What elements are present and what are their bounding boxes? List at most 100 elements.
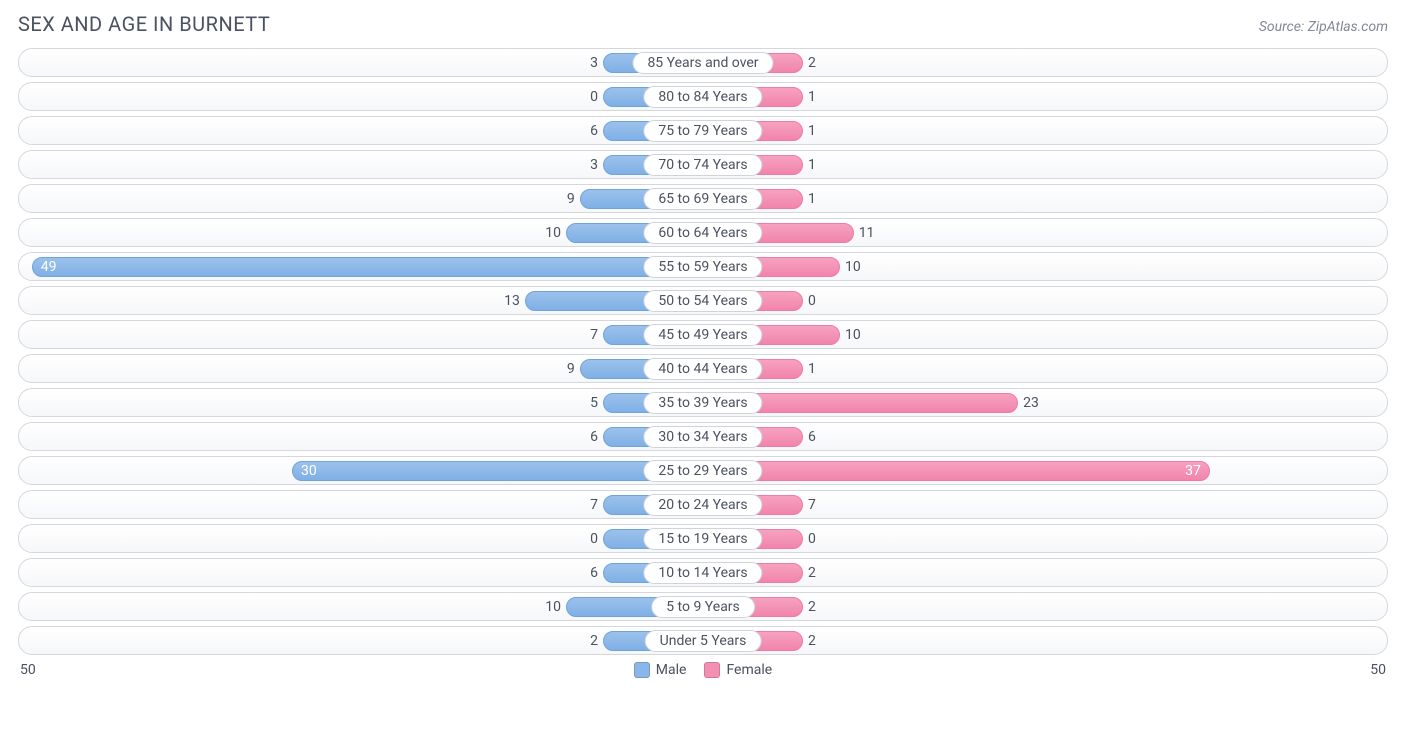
male-bar: 49 — [32, 257, 703, 277]
male-value: 6 — [590, 429, 598, 445]
male-value: 10 — [545, 225, 561, 241]
population-pyramid-chart: 3285 Years and over0180 to 84 Years6175 … — [18, 48, 1388, 655]
male-half: 49 — [19, 253, 703, 280]
female-value: 10 — [845, 327, 861, 343]
male-half: 6 — [19, 559, 703, 586]
male-value: 49 — [41, 259, 57, 275]
male-value: 7 — [590, 497, 598, 513]
male-half: 10 — [19, 593, 703, 620]
male-half: 0 — [19, 83, 703, 110]
chart-header: SEX AND AGE IN BURNETT Source: ZipAtlas.… — [18, 12, 1388, 36]
pyramid-row: 6 2 10 to 14 Years — [18, 558, 1388, 587]
female-value: 0 — [808, 293, 816, 309]
female-value: 23 — [1023, 395, 1039, 411]
female-half: 1 — [703, 355, 1387, 382]
female-value: 1 — [808, 89, 816, 105]
age-category-label: 20 to 24 Years — [643, 494, 762, 516]
male-value: 6 — [590, 123, 598, 139]
male-value: 9 — [567, 361, 575, 377]
female-value: 11 — [859, 225, 875, 241]
age-category-label: 10 to 14 Years — [643, 562, 762, 584]
pyramid-row: 7 7 20 to 24 Years — [18, 490, 1388, 519]
female-value: 7 — [808, 497, 816, 513]
female-swatch — [704, 662, 720, 678]
female-half: 2 — [703, 627, 1387, 654]
male-value: 6 — [590, 565, 598, 581]
female-half: 6 — [703, 423, 1387, 450]
female-value: 0 — [808, 531, 816, 547]
age-category-label: 15 to 19 Years — [643, 528, 762, 550]
male-half: 7 — [19, 491, 703, 518]
pyramid-row: 0 1 80 to 84 Years — [18, 82, 1388, 111]
age-category-label: 30 to 34 Years — [643, 426, 762, 448]
female-value: 1 — [808, 361, 816, 377]
male-value: 0 — [590, 89, 598, 105]
chart-source: Source: ZipAtlas.com — [1259, 19, 1388, 35]
male-swatch — [634, 662, 650, 678]
female-half: 10 — [703, 321, 1387, 348]
female-half: 2 — [703, 593, 1387, 620]
axis-max-left: 50 — [20, 662, 36, 678]
male-half: 6 — [19, 423, 703, 450]
pyramid-row: 3170 to 74 Years — [18, 150, 1388, 179]
female-half: 7 — [703, 491, 1387, 518]
female-bar: 37 — [703, 461, 1210, 481]
female-half: 11 — [703, 219, 1387, 246]
female-half: 2 — [703, 559, 1387, 586]
legend-female-label: Female — [726, 662, 772, 678]
age-category-label: 80 to 84 Years — [643, 86, 762, 108]
age-category-label: 45 to 49 Years — [643, 324, 762, 346]
age-category-label: 85 Years and over — [632, 52, 773, 74]
female-half: 37 — [703, 457, 1387, 484]
pyramid-row: 71045 to 49 Years — [18, 320, 1388, 349]
age-category-label: 55 to 59 Years — [643, 256, 762, 278]
female-half: 0 — [703, 525, 1387, 552]
male-half: 3 — [19, 151, 703, 178]
legend-item-male: Male — [634, 662, 687, 678]
age-category-label: 65 to 69 Years — [643, 188, 762, 210]
male-value: 30 — [301, 463, 317, 479]
age-category-label: 60 to 64 Years — [643, 222, 762, 244]
pyramid-row: 1025 to 9 Years — [18, 592, 1388, 621]
pyramid-row: 303725 to 29 Years — [18, 456, 1388, 485]
male-half: 9 — [19, 355, 703, 382]
male-value: 0 — [590, 531, 598, 547]
female-value: 1 — [808, 157, 816, 173]
age-category-label: 35 to 39 Years — [643, 392, 762, 414]
female-half: 2 — [703, 49, 1387, 76]
pyramid-row: 5 23 35 to 39 Years — [18, 388, 1388, 417]
male-half: 10 — [19, 219, 703, 246]
age-category-label: 50 to 54 Years — [643, 290, 762, 312]
female-value: 6 — [808, 429, 816, 445]
female-half: 23 — [703, 389, 1387, 416]
male-half: 3 — [19, 49, 703, 76]
legend: Male Female — [634, 662, 772, 678]
male-half: 6 — [19, 117, 703, 144]
pyramid-row: 9 1 40 to 44 Years — [18, 354, 1388, 383]
male-value: 3 — [590, 157, 598, 173]
pyramid-row: 13050 to 54 Years — [18, 286, 1388, 315]
age-category-label: 75 to 79 Years — [643, 120, 762, 142]
pyramid-row: 10 11 60 to 64 Years — [18, 218, 1388, 247]
chart-title: SEX AND AGE IN BURNETT — [18, 12, 270, 36]
male-value: 5 — [590, 395, 598, 411]
male-half: 30 — [19, 457, 703, 484]
female-value: 2 — [808, 565, 816, 581]
female-value: 1 — [808, 123, 816, 139]
female-half: 1 — [703, 185, 1387, 212]
pyramid-row: 6 6 30 to 34 Years — [18, 422, 1388, 451]
female-value: 1 — [808, 191, 816, 207]
male-half: 5 — [19, 389, 703, 416]
female-value: 37 — [1185, 463, 1201, 479]
female-half: 0 — [703, 287, 1387, 314]
legend-item-female: Female — [704, 662, 772, 678]
female-half: 1 — [703, 83, 1387, 110]
female-value: 2 — [808, 633, 816, 649]
female-value: 10 — [845, 259, 861, 275]
pyramid-row: 22Under 5 Years — [18, 626, 1388, 655]
age-category-label: 5 to 9 Years — [651, 596, 755, 618]
pyramid-row: 6 1 75 to 79 Years — [18, 116, 1388, 145]
age-category-label: 40 to 44 Years — [643, 358, 762, 380]
axis-max-right: 50 — [1370, 662, 1386, 678]
legend-male-label: Male — [656, 662, 687, 678]
